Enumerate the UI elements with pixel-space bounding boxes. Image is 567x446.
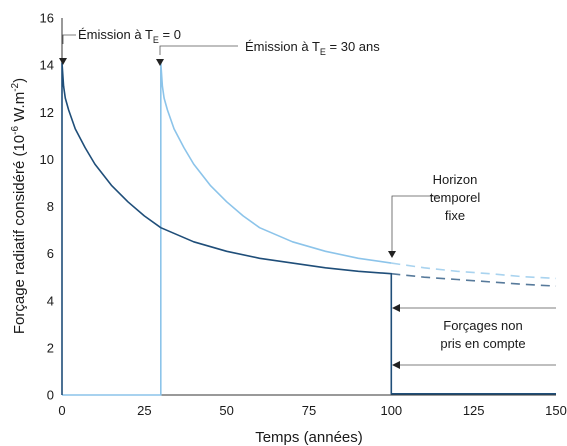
y-tick-label: 8 bbox=[47, 199, 54, 214]
series-dashed-1 bbox=[391, 262, 557, 280]
forcages-line-2: pris en compte bbox=[440, 336, 525, 351]
y-tick-label: 14 bbox=[40, 58, 54, 73]
forcages-line-1: Forçages non bbox=[443, 318, 523, 333]
emission30-suffix: = 30 ans bbox=[326, 39, 380, 54]
series-line-1 bbox=[62, 62, 392, 396]
x-tick-labels: 0 25 50 75 100 125 150 bbox=[58, 403, 566, 418]
annotation-emission-0: Émission à TE = 0 bbox=[59, 27, 181, 65]
annotation-emission-30: Émission à TE = 30 ans bbox=[156, 39, 380, 66]
y-tick-label: 2 bbox=[47, 340, 54, 355]
series-dashed-0 bbox=[391, 272, 557, 287]
x-tick-label: 50 bbox=[219, 403, 233, 418]
y-tick-label: 12 bbox=[40, 105, 54, 120]
y-tick-label: 6 bbox=[47, 246, 54, 261]
y-tick-label: 4 bbox=[47, 293, 54, 308]
emission0-suffix: = 0 bbox=[159, 27, 181, 42]
annotation-forcages: Forçages non pris en compte bbox=[392, 304, 556, 369]
x-tick-label: 100 bbox=[380, 403, 402, 418]
series-line-0 bbox=[61, 62, 556, 395]
svg-text:Émission à TE = 30 ans: Émission à TE = 30 ans bbox=[245, 39, 380, 57]
x-tick-label: 75 bbox=[302, 403, 316, 418]
y-axis-title-unit: W.m bbox=[11, 92, 28, 126]
emission30-prefix: Émission à T bbox=[245, 39, 320, 54]
y-axis-title-sup: -6 bbox=[10, 126, 21, 135]
horizon-line-1: Horizon bbox=[433, 172, 478, 187]
y-axis-title: Forçage radiatif considéré (10-6 W.m-2) bbox=[10, 78, 28, 334]
series-layer bbox=[61, 62, 557, 396]
y-tick-label: 16 bbox=[40, 11, 54, 26]
y-axis-title-close: ) bbox=[11, 78, 28, 83]
horizon-line-2: temporel bbox=[430, 190, 481, 205]
emission0-sub: E bbox=[153, 35, 159, 45]
x-tick-label: 0 bbox=[58, 403, 65, 418]
y-axis-title-sup2: -2 bbox=[10, 82, 21, 91]
y-tick-labels: 0 2 4 6 8 10 12 14 16 bbox=[40, 11, 54, 403]
x-axis-title: Temps (années) bbox=[255, 429, 363, 446]
emission30-sub: E bbox=[320, 47, 326, 57]
x-tick-label: 25 bbox=[137, 403, 151, 418]
svg-text:Émission à TE = 0: Émission à TE = 0 bbox=[78, 27, 181, 45]
x-tick-label: 125 bbox=[463, 403, 485, 418]
y-tick-label: 10 bbox=[40, 152, 54, 167]
emission0-prefix: Émission à T bbox=[78, 27, 153, 42]
y-tick-label: 0 bbox=[47, 388, 54, 403]
y-axis-title-main: Forçage radiatif considéré (10 bbox=[11, 135, 28, 334]
x-tick-label: 150 bbox=[545, 403, 567, 418]
horizon-line-3: fixe bbox=[445, 208, 465, 223]
annotation-horizon: Horizon temporel fixe bbox=[388, 172, 480, 258]
